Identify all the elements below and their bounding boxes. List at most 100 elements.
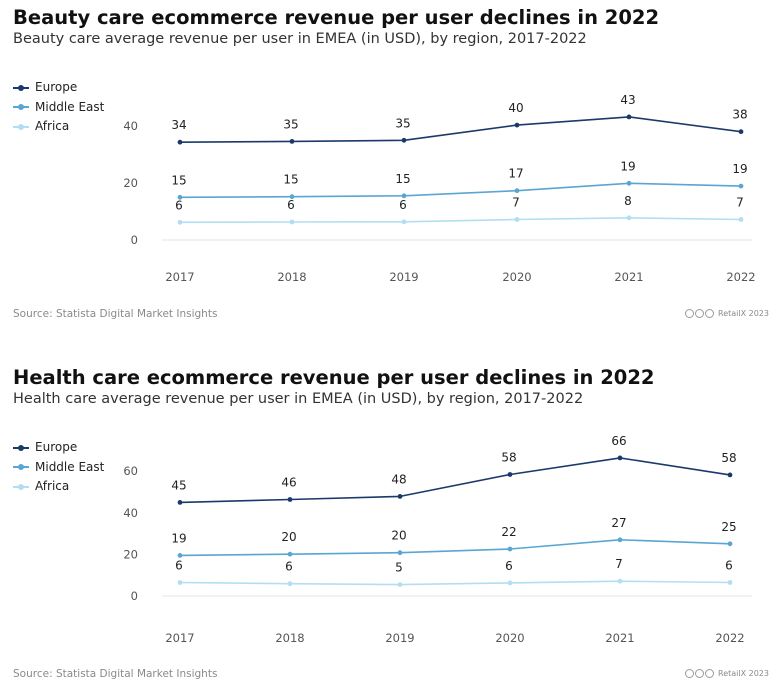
legend-marker-icon (13, 83, 29, 93)
data-point-middle-east (289, 194, 295, 200)
data-point-europe (626, 114, 632, 120)
data-point-middle-east (626, 180, 632, 186)
data-label-europe: 46 (281, 476, 296, 490)
legend-marker-icon (13, 462, 29, 472)
x-tick-label: 2022 (726, 270, 755, 284)
data-label-europe: 45 (171, 478, 186, 492)
data-label-africa: 6 (175, 198, 183, 212)
series-line-africa (179, 217, 742, 224)
data-label-europe: 58 (721, 451, 736, 465)
chart-legend: Europe Middle East Africa (13, 78, 104, 137)
data-label-europe: 43 (620, 93, 635, 107)
data-point-middle-east (177, 194, 183, 200)
data-point-africa (397, 582, 403, 587)
data-label-middle-east: 27 (611, 516, 626, 530)
legend-item-europe: Europe (13, 438, 104, 458)
x-tick-label: 2018 (275, 631, 304, 645)
legend-item-middle-east: Middle East (13, 98, 104, 118)
legend-label: Middle East (35, 99, 105, 114)
y-tick-label: 20 (123, 547, 138, 561)
data-label-middle-east: 25 (721, 520, 736, 534)
chart-title: Health care ecommerce revenue per user d… (13, 366, 655, 389)
data-label-europe: 38 (732, 108, 747, 122)
data-label-europe: 35 (395, 116, 410, 130)
data-point-europe (287, 497, 293, 502)
data-point-middle-east (617, 537, 623, 543)
data-label-africa: 7 (512, 196, 520, 210)
data-point-middle-east (397, 550, 403, 556)
legend-label: Africa (35, 119, 70, 133)
data-point-africa (177, 580, 183, 585)
data-point-europe (401, 137, 407, 143)
data-point-europe (727, 472, 733, 478)
creative-commons-icon (685, 669, 715, 678)
series-line-europe (179, 116, 742, 143)
x-tick-label: 2018 (277, 270, 306, 284)
x-tick-label: 2020 (495, 631, 524, 645)
data-label-europe: 40 (508, 101, 523, 115)
data-point-middle-east (727, 541, 733, 547)
data-point-africa (287, 581, 293, 587)
x-tick-label: 2021 (614, 270, 643, 284)
credit-label: RetailX 2023 (718, 309, 769, 318)
x-tick-label: 2022 (715, 631, 744, 645)
x-tick-label: 2017 (165, 631, 194, 645)
data-point-africa (177, 219, 183, 225)
y-tick-label: 0 (131, 233, 138, 247)
data-point-europe (738, 129, 744, 135)
data-point-europe (177, 139, 183, 145)
data-point-middle-east (738, 183, 744, 189)
data-label-africa: 6 (399, 198, 407, 212)
data-label-africa: 5 (395, 561, 403, 575)
data-point-africa (507, 580, 513, 586)
data-point-africa (289, 219, 295, 225)
data-point-europe (289, 139, 295, 144)
source-note: Source: Statista Digital Market Insights (13, 668, 218, 680)
y-tick-label: 20 (123, 176, 138, 190)
chart-subtitle: Health care average revenue per user in … (13, 391, 584, 407)
chart-title: Beauty care ecommerce revenue per user d… (13, 6, 660, 29)
data-point-africa (514, 217, 520, 222)
y-tick-label: 40 (123, 506, 138, 520)
data-point-africa (626, 215, 632, 221)
data-label-middle-east: 15 (171, 173, 186, 187)
data-label-middle-east: 15 (283, 173, 298, 187)
health-care-chart-panel: 0 20 40 60 2017 2018 2019 2020 2021 2022 45 46 48 58 6… (0, 360, 781, 687)
data-point-africa (401, 219, 407, 225)
data-point-europe (514, 122, 520, 128)
data-point-europe (507, 472, 513, 477)
legend-item-europe: Europe (13, 78, 104, 98)
legend-marker-icon (13, 122, 29, 132)
chart-subtitle: Beauty care average revenue per user in … (13, 31, 587, 47)
y-tick-label: 40 (123, 119, 138, 133)
legend-marker-icon (13, 443, 29, 453)
x-tick-label: 2020 (502, 270, 531, 284)
data-point-middle-east (514, 188, 520, 194)
data-point-africa (727, 580, 733, 585)
data-point-africa (617, 578, 623, 584)
data-label-africa: 7 (736, 196, 744, 210)
data-point-africa (738, 217, 744, 222)
data-label-middle-east: 20 (281, 530, 296, 544)
legend-label: Middle East (35, 459, 105, 474)
data-point-europe (397, 494, 403, 499)
data-label-africa: 8 (624, 194, 632, 208)
data-label-europe: 58 (501, 451, 516, 465)
x-tick-label: 2021 (605, 631, 634, 645)
legend-label: Europe (35, 440, 78, 454)
chart-legend: Europe Middle East Africa (13, 438, 104, 497)
data-point-middle-east (401, 193, 407, 199)
data-label-africa: 6 (505, 559, 513, 573)
series-line-africa (179, 580, 731, 586)
credit-note: RetailX 2023 (685, 669, 769, 678)
series-line-middle-east (179, 539, 731, 557)
data-point-europe (177, 500, 183, 505)
legend-label: Africa (35, 479, 70, 493)
legend-marker-icon (13, 102, 29, 112)
data-label-africa: 6 (175, 559, 183, 573)
data-label-middle-east: 15 (395, 172, 410, 186)
series-line-middle-east (179, 182, 742, 199)
legend-label: Europe (35, 80, 78, 94)
credit-label: RetailX 2023 (718, 669, 769, 678)
